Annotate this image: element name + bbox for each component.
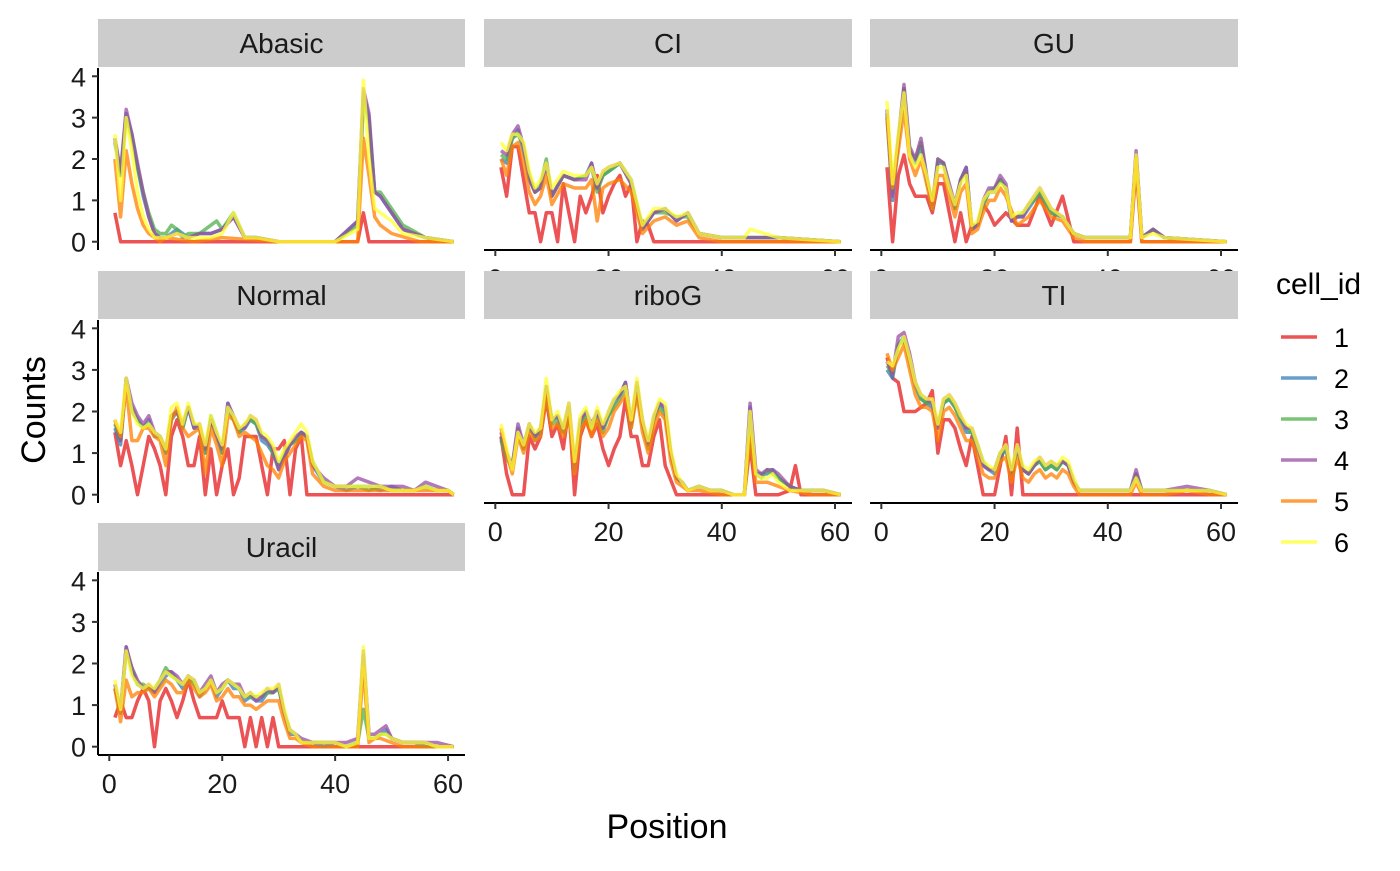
facet-strip xyxy=(98,271,465,319)
legend-entry-1: 1 xyxy=(1281,323,1349,353)
legend-label: 1 xyxy=(1334,323,1349,353)
legend-entry-5: 5 xyxy=(1281,487,1349,517)
series-line-3 xyxy=(113,649,454,749)
y-tick-label: 2 xyxy=(71,145,86,175)
legend: cell_id 1 2 3 4 5 6 xyxy=(1276,268,1361,558)
y-tick-label: 4 xyxy=(71,62,86,92)
y-tick-label: 0 xyxy=(71,228,86,258)
facet-panel-Normal: Normal 0 1 2 3 4 xyxy=(71,271,465,511)
series-line-6 xyxy=(113,645,454,749)
y-tick-label: 3 xyxy=(71,104,86,134)
legend-label: 6 xyxy=(1334,528,1349,558)
x-tick-label: 60 xyxy=(820,517,850,547)
y-tick-label: 3 xyxy=(71,608,86,638)
facet-strip-label: riboG xyxy=(634,280,702,311)
facet-panels: Abasic01234CI0204060GU0204060Normal01234… xyxy=(71,19,1238,799)
series-line-4 xyxy=(113,645,455,749)
x-tick-label: 60 xyxy=(433,769,463,799)
facet-strip-label: TI xyxy=(1042,280,1067,311)
y-tick-label: 0 xyxy=(71,481,86,511)
x-tick-label: 60 xyxy=(1206,517,1236,547)
x-tick-label: 0 xyxy=(488,517,503,547)
legend-entry-3: 3 xyxy=(1281,405,1349,435)
legend-label: 2 xyxy=(1334,364,1349,394)
series-line-6 xyxy=(113,78,454,244)
x-tick-label: 20 xyxy=(980,517,1010,547)
series-line-3 xyxy=(113,99,454,244)
series-line-2 xyxy=(113,645,454,749)
facet-panel-GU: GU0204060 xyxy=(870,19,1238,294)
x-tick-label: 40 xyxy=(320,769,350,799)
x-tick-label: 20 xyxy=(207,769,237,799)
facet-panel-CI: CI0204060 xyxy=(484,19,852,294)
series-line-4 xyxy=(113,86,454,244)
facet-panel-riboG: riboG 0 20 40 60 xyxy=(484,271,852,547)
series-line-2 xyxy=(113,91,454,244)
facet-panel-TI: TI 0 20 40 60 xyxy=(870,271,1238,547)
series-line-6 xyxy=(885,334,1228,497)
facet-strip xyxy=(98,19,465,67)
y-axis-title: Counts xyxy=(15,356,53,464)
facet-strip-label: Abasic xyxy=(239,28,323,59)
facet-panel-Abasic: Abasic 0 1 2 3 4 xyxy=(71,19,465,258)
facet-strip xyxy=(484,19,852,67)
y-tick-label: 4 xyxy=(71,566,86,596)
legend-title: cell_id xyxy=(1276,268,1361,301)
facet-strip xyxy=(98,523,465,571)
x-tick-label: 20 xyxy=(594,517,624,547)
facet-strip-label: CI xyxy=(654,28,682,59)
facet-strip-label: Normal xyxy=(236,280,326,311)
y-tick-label: 2 xyxy=(71,650,86,680)
legend-entry-6: 6 xyxy=(1281,528,1349,558)
facet-strip xyxy=(484,271,852,319)
facet-strip xyxy=(870,271,1238,319)
y-tick-label: 3 xyxy=(71,356,86,386)
series-line-5 xyxy=(113,384,455,497)
legend-label: 3 xyxy=(1334,405,1349,435)
legend-entries: 1 2 3 4 5 6 xyxy=(1281,323,1349,558)
series-line-5 xyxy=(499,140,841,244)
series-line-6 xyxy=(499,132,841,244)
facet-strip xyxy=(870,19,1238,67)
facet-strip-label: GU xyxy=(1033,28,1075,59)
x-tick-label: 40 xyxy=(707,517,737,547)
series-line-6 xyxy=(885,91,1227,244)
legend-label: 4 xyxy=(1334,446,1349,476)
x-axis-title: Position xyxy=(607,808,728,846)
x-tick-label: 0 xyxy=(102,769,117,799)
series-line-6 xyxy=(113,376,455,497)
y-tick-label: 1 xyxy=(71,439,86,469)
y-tick-label: 4 xyxy=(71,314,86,344)
y-tick-label: 1 xyxy=(71,691,86,721)
legend-entry-2: 2 xyxy=(1281,364,1349,394)
series-line-5 xyxy=(113,136,454,244)
series-line-5 xyxy=(885,343,1227,497)
y-tick-label: 2 xyxy=(71,398,86,428)
x-tick-label: 40 xyxy=(1093,517,1123,547)
series-line-1 xyxy=(113,418,454,497)
legend-label: 5 xyxy=(1334,487,1349,517)
series-line-6 xyxy=(499,376,842,497)
x-tick-label: 0 xyxy=(874,517,889,547)
y-tick-label: 1 xyxy=(71,186,86,216)
facet-strip-label: Uracil xyxy=(246,532,318,563)
legend-entry-4: 4 xyxy=(1281,446,1349,476)
y-tick-label: 0 xyxy=(71,733,86,763)
series-line-5 xyxy=(885,107,1227,244)
